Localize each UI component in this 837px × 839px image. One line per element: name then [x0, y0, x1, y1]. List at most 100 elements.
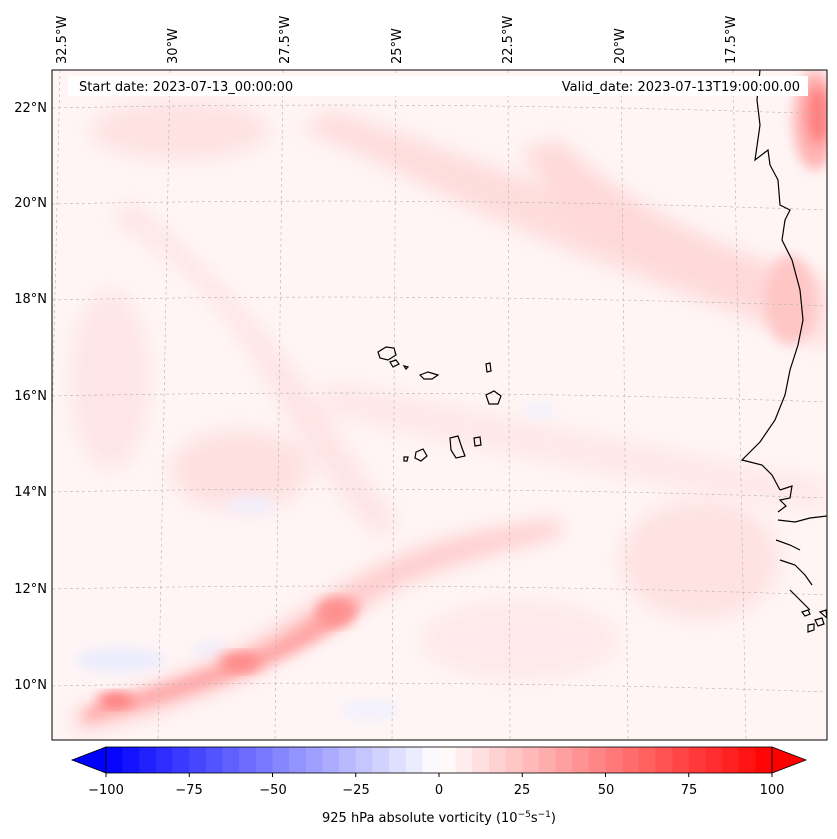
- colorbar-label-exp2: −1: [538, 810, 551, 820]
- longitude-labels: 32.5°W 30°W 27.5°W 25°W 22.5°W 20°W 17.5…: [55, 16, 739, 64]
- meridian-20w: [620, 70, 629, 740]
- meridian-17-5w: [732, 70, 747, 740]
- colorbar-label-end: ): [551, 811, 556, 826]
- lon-label-17-5w: 17.5°W: [724, 16, 739, 64]
- colorbar-cell: [672, 747, 690, 773]
- colorbar-label-main: 925 hPa absolute vorticity (10: [322, 811, 518, 826]
- colorbar-label-exp1: −5: [518, 810, 531, 820]
- colorbar-cell: [155, 747, 173, 773]
- parallel-10n: [52, 682, 827, 693]
- island-santiago: [449, 435, 466, 459]
- colorbar-cell: [106, 747, 123, 773]
- colorbar-ticks: [105, 773, 773, 777]
- valid-date-label: Valid_date: 2023-07-13T19:00:00.00: [562, 80, 800, 95]
- parallel-14n: [52, 488, 827, 499]
- island-sao-nicolau: [418, 371, 440, 380]
- colorbar-cell: [322, 747, 340, 773]
- colorbar-cell: [355, 747, 373, 773]
- ne-patch-inner: [806, 85, 827, 145]
- cape-verde-islands: [377, 346, 502, 462]
- negative-patch-2: [225, 495, 275, 515]
- colorbar-cell: [622, 747, 640, 773]
- lat-label-12n: 12°N: [14, 582, 47, 597]
- cb-tick-label: −75: [175, 783, 202, 798]
- island-santo-antao: [377, 346, 397, 361]
- vorticity-patch-s: [420, 600, 620, 680]
- vorticity-patch-nw: [90, 100, 270, 160]
- map-panel: Start date: 2023-07-13_00:00:00 Valid_da…: [52, 70, 827, 740]
- cb-tick-label: 0: [435, 783, 443, 798]
- lat-label-18n: 18°N: [14, 292, 47, 307]
- lon-label-22-5w: 22.5°W: [501, 16, 516, 64]
- map-border: [51, 69, 828, 741]
- colorbar-cell: [205, 747, 223, 773]
- island-fogo: [414, 448, 428, 462]
- meridian-27-5w: [274, 70, 284, 740]
- cb-tick-label: −25: [342, 783, 369, 798]
- africa-coastline: [740, 70, 827, 633]
- latitude-labels: 22°N 20°N 18°N 16°N 14°N 12°N 10°N: [14, 101, 47, 693]
- colorbar-cell: [255, 747, 273, 773]
- graticule: [52, 70, 827, 740]
- cb-tick-label: 50: [598, 783, 615, 798]
- lon-label-27-5w: 27.5°W: [278, 16, 293, 64]
- vorticity-field-light: [70, 100, 827, 680]
- vorticity-max-3: [317, 598, 353, 626]
- colorbar-cells: [106, 747, 773, 773]
- coast-gambia: [777, 485, 793, 513]
- colorbar-cell: [705, 747, 723, 773]
- lon-label-32-5w: 32.5°W: [55, 16, 70, 64]
- vorticity-max-2: [220, 652, 260, 672]
- negative-patch-1: [75, 648, 165, 672]
- island-boa-vista: [485, 390, 502, 405]
- lat-label-16n: 16°N: [14, 389, 47, 404]
- vorticity-patch-sw: [170, 430, 310, 510]
- colorbar-label: 925 hPa absolute vorticity (10−5s−1): [322, 810, 556, 826]
- parallel-20n: [52, 200, 827, 211]
- colorbar-cell: [472, 747, 490, 773]
- colorbar-cell: [722, 747, 739, 773]
- colorbar-cell: [389, 747, 406, 773]
- lat-label-22n: 22°N: [14, 101, 47, 116]
- parallel-22n: [52, 104, 827, 115]
- colorbar-cell: [222, 747, 240, 773]
- start-date-label: Start date: 2023-07-13_00:00:00: [79, 80, 293, 95]
- colorbar-cell: [688, 747, 706, 773]
- negative-patch-5: [190, 642, 230, 658]
- meridian-25w: [391, 70, 397, 740]
- colorbar-tick-labels: −100 −75 −50 −25 0 25 50 75 100: [88, 783, 784, 798]
- cb-tick-label: 75: [681, 783, 698, 798]
- parallel-18n: [52, 296, 827, 307]
- colorbar-cell: [655, 747, 673, 773]
- cb-tick-label: 100: [760, 783, 785, 798]
- colorbar: −100 −75 −50 −25 0 25 50 75 100 925 hPa …: [70, 746, 808, 826]
- colorbar-cell: [455, 747, 473, 773]
- vorticity-band-center: [320, 380, 827, 510]
- colorbar-cell: [588, 747, 606, 773]
- vorticity-field-negative: [75, 402, 555, 720]
- colorbar-cell: [289, 747, 307, 773]
- colorbar-cell: [538, 747, 556, 773]
- lon-label-20w: 20°W: [613, 28, 628, 64]
- colorbar-cell: [272, 747, 290, 773]
- negative-patch-4: [340, 700, 400, 720]
- colorbar-cell: [372, 747, 390, 773]
- colorbar-cell: [339, 747, 357, 773]
- cb-tick-label: −100: [88, 783, 124, 798]
- colorbar-cell: [305, 747, 323, 773]
- lat-label-10n: 10°N: [14, 678, 47, 693]
- coast-mauritania-senegal: [740, 70, 804, 491]
- island-brava: [403, 456, 409, 462]
- colorbar-extend-high: [771, 746, 808, 774]
- colorbar-cell: [239, 747, 257, 773]
- colorbar-label-mid: s: [531, 811, 538, 826]
- island-sal: [485, 362, 492, 373]
- colorbar-cell: [172, 747, 190, 773]
- meridian-22-5w: [507, 70, 511, 740]
- vorticity-band-north: [300, 110, 827, 350]
- colorbar-cell: [738, 747, 756, 773]
- island-sao-vicente: [389, 359, 400, 368]
- cb-tick-label: 25: [514, 783, 531, 798]
- island-maio: [473, 436, 482, 447]
